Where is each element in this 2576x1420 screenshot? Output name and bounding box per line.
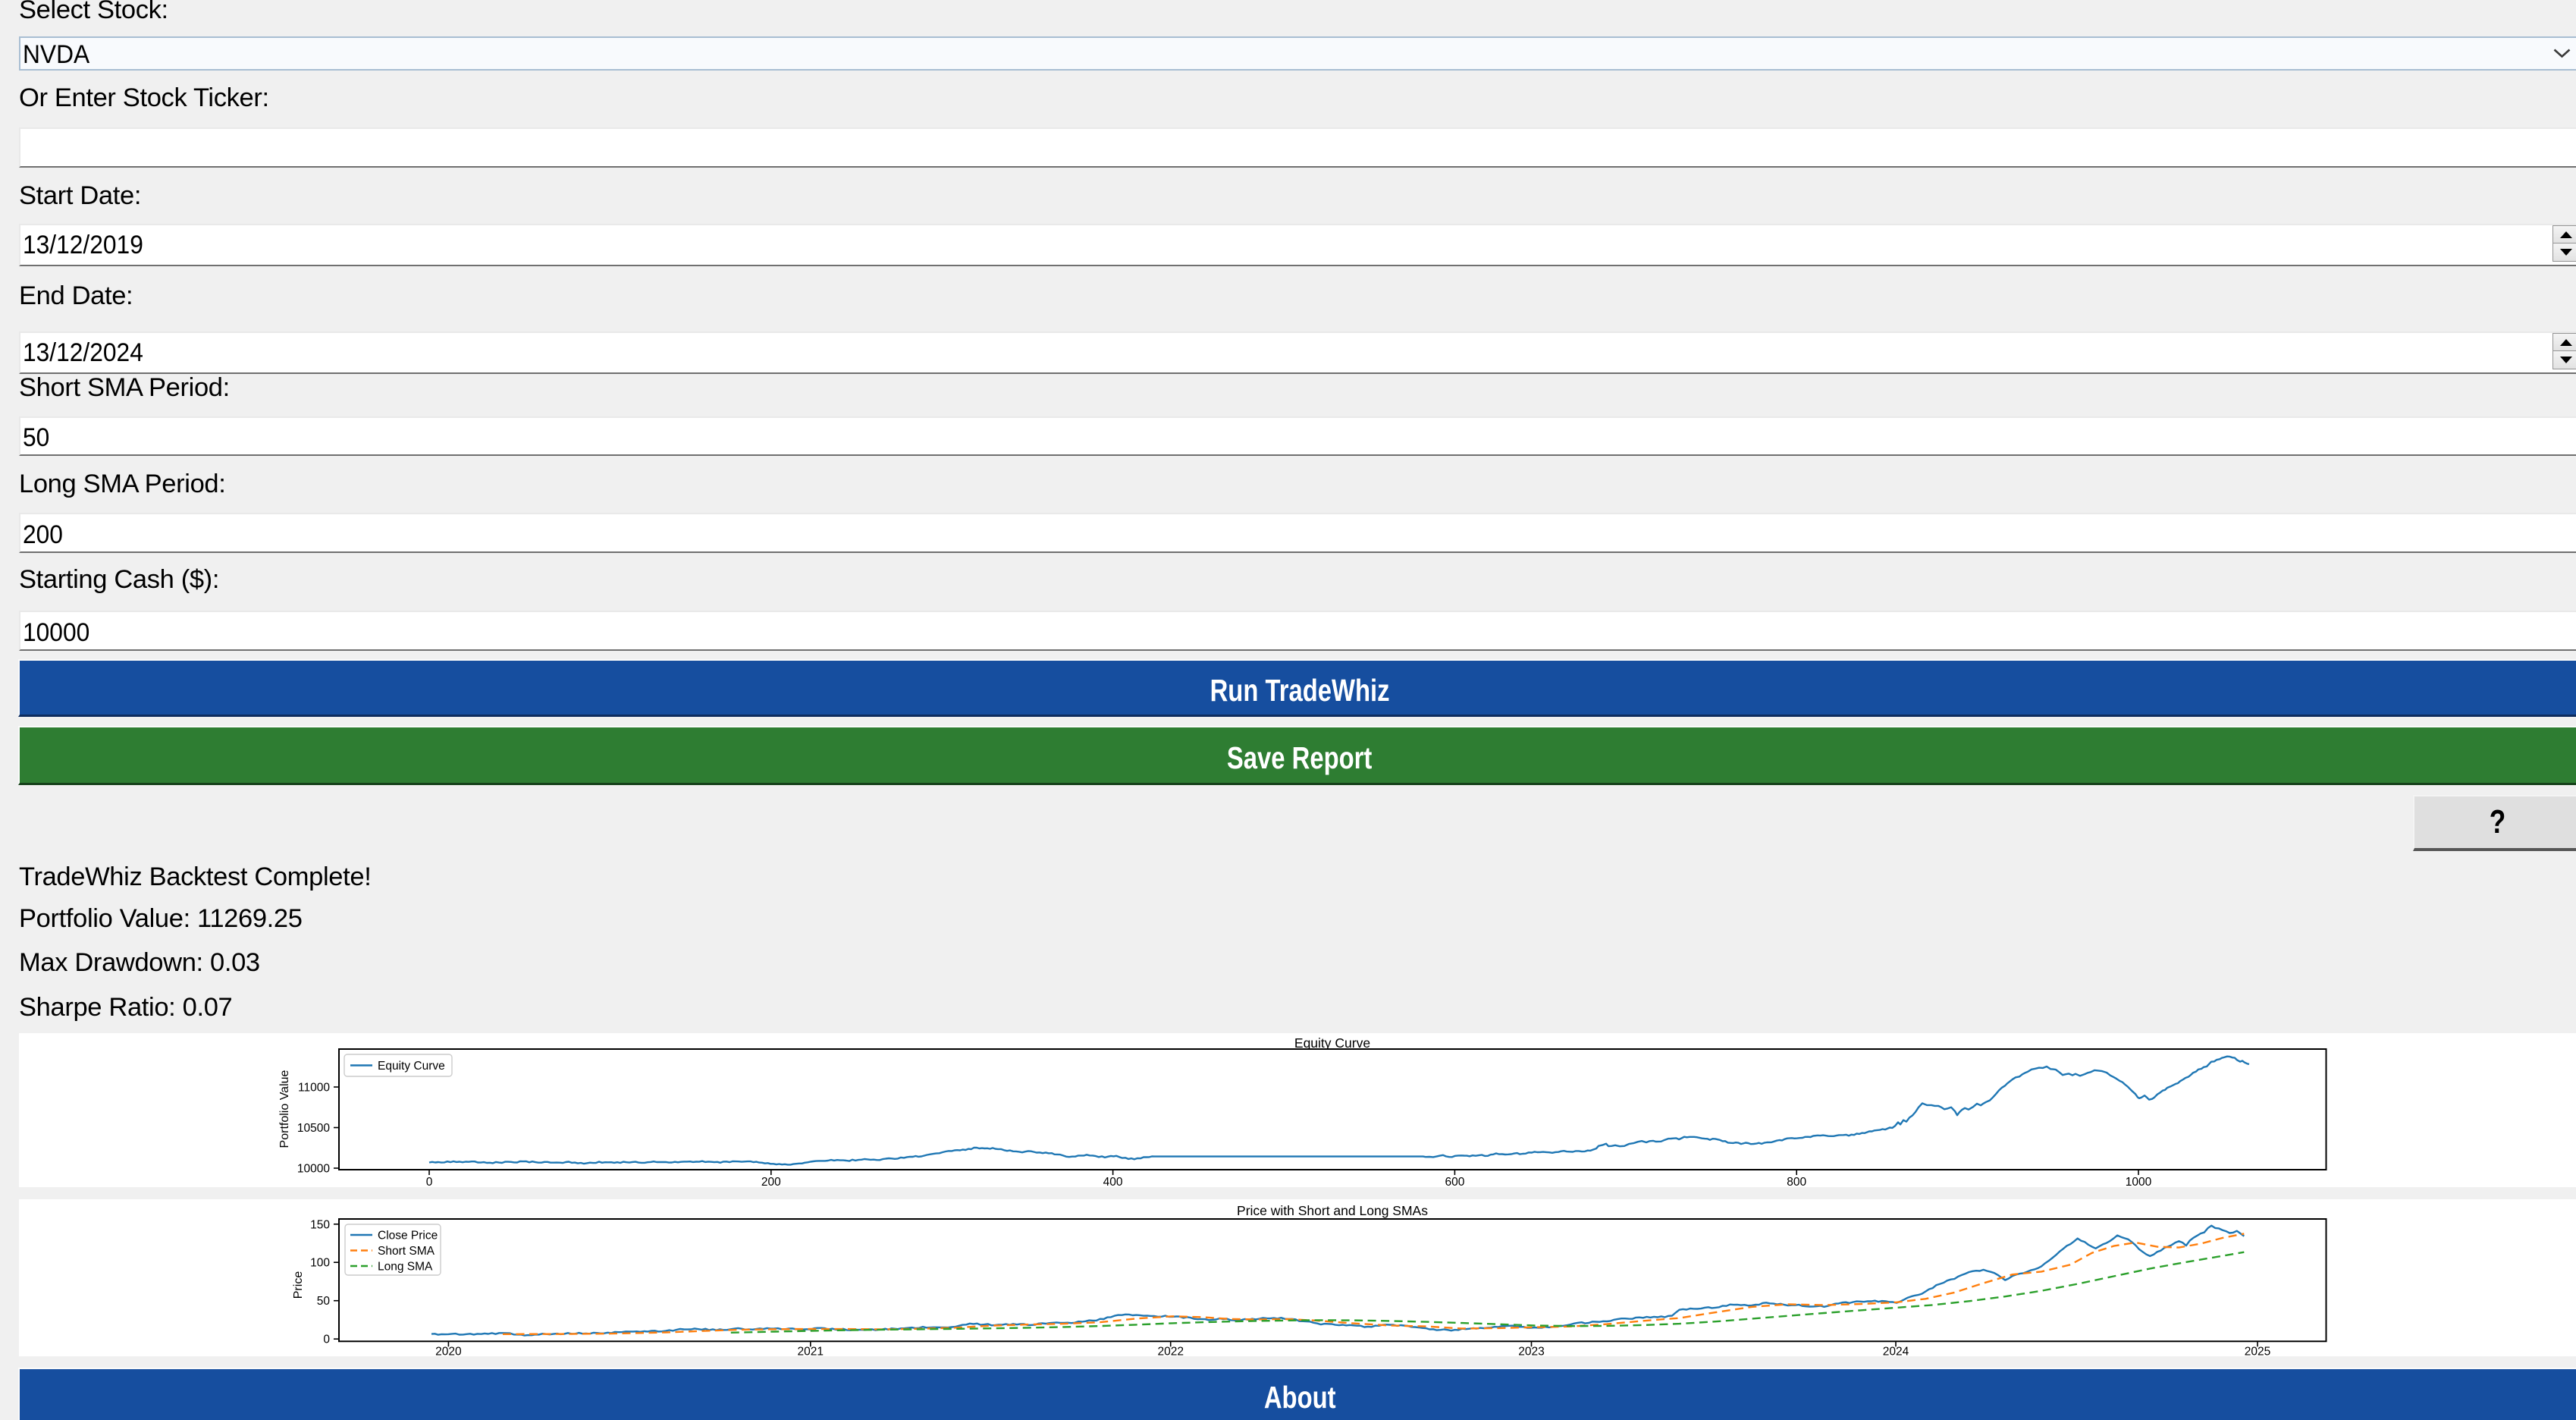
svg-text:2023: 2023 [1518,1345,1544,1356]
svg-text:150: 150 [310,1218,330,1231]
svg-text:Equity Curve: Equity Curve [1294,1035,1370,1051]
svg-text:2021: 2021 [798,1345,824,1356]
svg-text:Long SMA: Long SMA [378,1261,433,1274]
svg-text:Portfolio Value: Portfolio Value [278,1070,291,1148]
svg-text:200: 200 [761,1176,781,1187]
svg-text:Short SMA: Short SMA [378,1245,435,1258]
svg-text:600: 600 [1445,1176,1464,1187]
svg-text:0: 0 [426,1176,433,1187]
svg-text:10000: 10000 [297,1163,330,1176]
svg-text:50: 50 [317,1295,331,1308]
svg-text:Price with Short and Long SMAs: Price with Short and Long SMAs [1237,1203,1428,1218]
svg-text:2020: 2020 [435,1345,462,1356]
svg-text:2024: 2024 [1883,1345,1909,1356]
svg-text:100: 100 [310,1257,330,1270]
svg-text:Equity Curve: Equity Curve [378,1060,445,1073]
svg-text:2025: 2025 [2245,1345,2270,1356]
svg-text:Close Price: Close Price [378,1230,438,1242]
svg-text:400: 400 [1103,1176,1123,1187]
svg-text:800: 800 [1787,1176,1806,1187]
svg-text:10500: 10500 [297,1122,330,1135]
svg-text:1000: 1000 [2126,1176,2152,1187]
svg-text:11000: 11000 [298,1082,330,1095]
svg-text:0: 0 [323,1334,330,1346]
svg-text:Price: Price [292,1271,305,1299]
svg-text:2022: 2022 [1157,1345,1183,1356]
